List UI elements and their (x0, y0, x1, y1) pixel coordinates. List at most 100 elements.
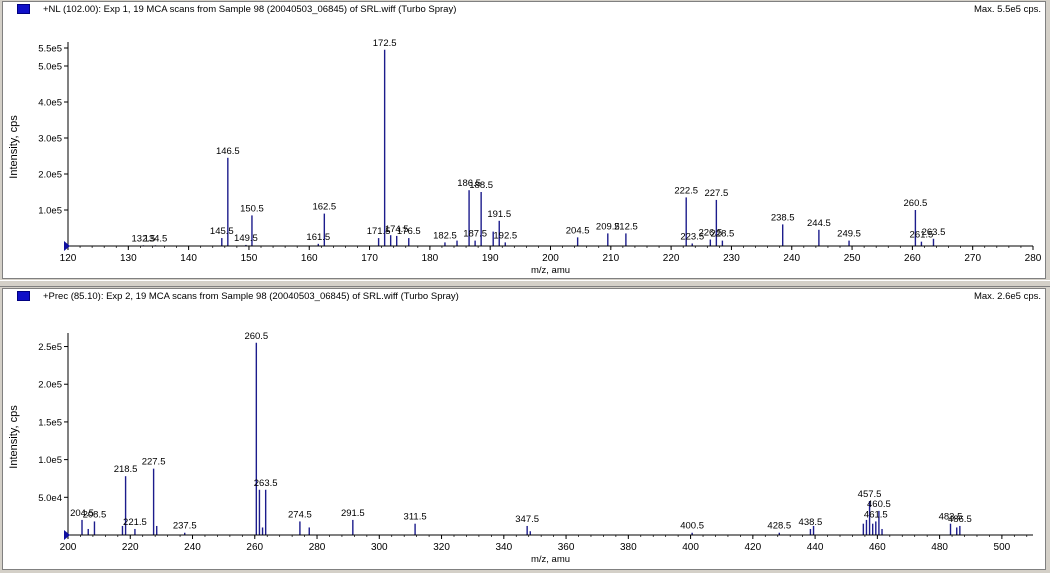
origin-marker-icon (64, 530, 70, 540)
x-axis-title: m/z, amu (531, 265, 570, 276)
x-tick-label: 260 (904, 253, 921, 264)
peak-label: 244.5 (807, 218, 831, 229)
x-tick-label: 280 (309, 542, 326, 553)
peak-label: 261.5 (910, 230, 934, 241)
y-tick-label: 5.5e5 (38, 44, 62, 55)
peak-label: 172.5 (373, 38, 397, 49)
peak-label: 260.5 (904, 198, 928, 209)
series-marker-icon (17, 4, 30, 14)
peak-label: 221.5 (123, 517, 147, 528)
y-tick-label: 3.0e5 (38, 134, 62, 145)
x-axis-title: m/z, amu (531, 554, 570, 565)
peak-label: 174.5 (385, 224, 409, 235)
x-tick-label: 180 (422, 253, 439, 264)
x-tick-label: 170 (361, 253, 378, 264)
x-tick-label: 200 (60, 542, 77, 553)
peak-label: 191.5 (487, 209, 511, 220)
peak-label: 223.5 (680, 231, 704, 242)
peak-label: 311.5 (404, 512, 427, 523)
x-tick-label: 140 (180, 253, 197, 264)
peak-label: 186.5 (457, 178, 481, 189)
peak-label: 204.5 (566, 225, 590, 236)
x-tick-label: 220 (663, 253, 680, 264)
peak-label: 227.5 (704, 188, 728, 199)
x-tick-label: 320 (433, 542, 450, 553)
peak-label: 461.5 (864, 509, 888, 520)
peak-label: 457.5 (858, 489, 882, 500)
x-tick-label: 380 (620, 542, 637, 553)
x-tick-label: 190 (482, 253, 499, 264)
peak-label: 149.5 (234, 233, 258, 244)
peak-label: 187.5 (463, 229, 487, 240)
peak-label: 208.5 (83, 509, 107, 520)
peak-label: 150.5 (240, 203, 264, 214)
panel-title: +Prec (85.10): Exp 2, 19 MCA scans from … (43, 291, 459, 302)
y-tick-label: 2.5e5 (38, 342, 62, 353)
x-tick-label: 160 (301, 253, 318, 264)
panel-header: +Prec (85.10): Exp 2, 19 MCA scans from … (3, 289, 1045, 303)
x-tick-label: 440 (807, 542, 824, 553)
x-tick-label: 240 (184, 542, 201, 553)
x-tick-label: 480 (931, 542, 948, 553)
y-tick-label: 2.0e5 (38, 170, 62, 181)
peak-label: 162.5 (312, 202, 336, 213)
peak-label: 228.5 (711, 229, 735, 240)
peak-label: 460.5 (867, 499, 891, 510)
peak-label: 249.5 (837, 229, 861, 240)
peak-label: 182.5 (433, 230, 457, 241)
x-tick-label: 420 (744, 542, 761, 553)
x-tick-label: 270 (964, 253, 981, 264)
peak-label: 274.5 (288, 509, 312, 520)
panel-header: +NL (102.00): Exp 1, 19 MCA scans from S… (3, 2, 1045, 16)
peak-label: 132.5 (132, 233, 156, 244)
x-tick-label: 220 (122, 542, 139, 553)
peak-label: 347.5 (515, 514, 539, 525)
peak-label: 146.5 (216, 146, 240, 157)
spectrum-panel-prec[interactable]: +Prec (85.10): Exp 2, 19 MCA scans from … (2, 288, 1046, 570)
peak-label: 291.5 (341, 508, 365, 519)
panel-title: +NL (102.00): Exp 1, 19 MCA scans from S… (43, 4, 457, 15)
y-tick-label: 4.0e5 (38, 98, 62, 109)
x-tick-label: 360 (558, 542, 575, 553)
y-tick-label: 5.0e4 (38, 493, 62, 504)
y-tick-label: 1.5e5 (38, 417, 62, 428)
y-tick-label: 5.0e5 (38, 62, 62, 73)
peak-label: 145.5 (210, 226, 234, 237)
peak-label: 428.5 (767, 521, 791, 532)
peak-label: 204.5 (70, 508, 94, 519)
peak-label: 486.5 (948, 514, 972, 525)
y-axis-title: Intensity, cps (8, 115, 20, 179)
x-tick-label: 400 (682, 542, 699, 553)
peak-label: 400.5 (680, 521, 704, 532)
peak-label: 209.5 (596, 221, 620, 232)
peak-label: 171.5 (367, 226, 391, 237)
y-tick-label: 1.0e5 (38, 206, 62, 217)
x-tick-label: 200 (542, 253, 559, 264)
x-tick-label: 340 (495, 542, 512, 553)
origin-marker-icon (64, 241, 70, 251)
x-tick-label: 230 (723, 253, 740, 264)
peak-label: 192.5 (493, 230, 517, 241)
x-tick-label: 460 (869, 542, 886, 553)
y-tick-label: 1.0e5 (38, 455, 62, 466)
peak-label: 218.5 (114, 464, 138, 475)
pane-splitter[interactable] (0, 280, 1050, 287)
x-tick-label: 240 (783, 253, 800, 264)
peak-label: 161.5 (306, 232, 330, 243)
x-tick-label: 500 (994, 542, 1011, 553)
max-intensity-label: Max. 5.5e5 cps. (973, 4, 1041, 15)
y-axis-title: Intensity, cps (8, 405, 20, 469)
x-tick-label: 120 (60, 253, 77, 264)
max-intensity-label: Max. 2.6e5 cps. (973, 291, 1041, 302)
y-tick-label: 2.0e5 (38, 380, 62, 391)
x-tick-label: 210 (602, 253, 619, 264)
x-tick-label: 260 (246, 542, 263, 553)
x-tick-label: 250 (844, 253, 861, 264)
spectrum-panel-nl[interactable]: +NL (102.00): Exp 1, 19 MCA scans from S… (2, 1, 1046, 279)
peak-label: 438.5 (799, 517, 823, 528)
peak-label: 238.5 (771, 212, 795, 223)
x-tick-label: 150 (241, 253, 258, 264)
x-tick-label: 280 (1025, 253, 1042, 264)
